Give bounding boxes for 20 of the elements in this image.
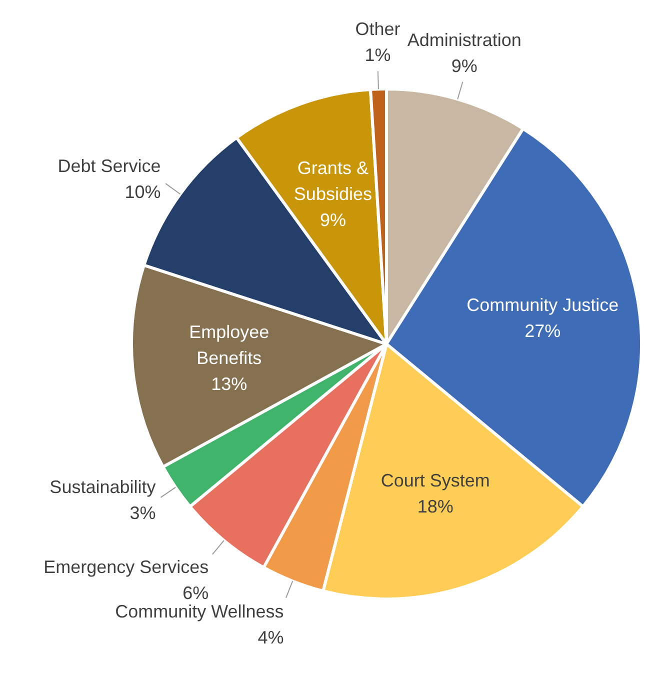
data-label: 1% bbox=[364, 45, 391, 66]
slice-label: Sustainability bbox=[50, 476, 156, 497]
slice-label: Debt Service bbox=[58, 156, 161, 176]
slice-label: Emergency Services bbox=[44, 556, 209, 577]
data-label: 13% bbox=[211, 374, 248, 394]
slice-label: Community Justice bbox=[466, 295, 619, 316]
slice-label: Employee Benefits bbox=[189, 322, 270, 368]
data-label: 6% bbox=[182, 582, 209, 603]
data-label: 27% bbox=[524, 321, 561, 342]
data-label: 3% bbox=[130, 502, 156, 523]
data-label: 10% bbox=[124, 182, 161, 202]
slice-label: Other bbox=[355, 19, 400, 40]
slice-label: Community Wellness bbox=[115, 601, 284, 622]
data-label: 4% bbox=[258, 627, 284, 648]
slice-label: Grants & Subsidies bbox=[294, 158, 372, 204]
data-label: 18% bbox=[417, 496, 454, 516]
data-label: 9% bbox=[451, 56, 478, 76]
slice-label: Court System bbox=[380, 470, 490, 490]
data-label: 9% bbox=[320, 210, 346, 230]
slice-label: Administration bbox=[407, 30, 522, 50]
